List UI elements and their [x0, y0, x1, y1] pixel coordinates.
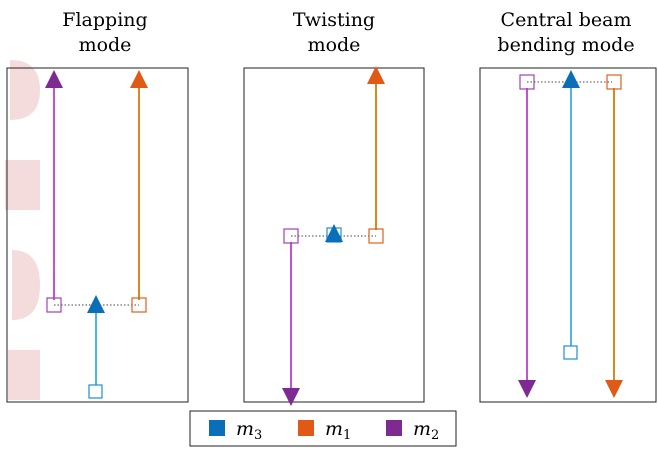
panel-1-frame: [6, 67, 189, 403]
legend-m3-label: m3: [236, 418, 262, 443]
panel-3-content: [518, 70, 623, 398]
panel-2-m3-arrowhead: [325, 224, 343, 242]
panel-3-m2-rest-marker: [519, 74, 535, 90]
panel-3-frame: [479, 67, 657, 403]
panel-1-m2-arrowhead: [45, 70, 63, 88]
legend-m1-label: m1: [325, 418, 351, 443]
panel-3-m3-rest-marker: [563, 345, 578, 360]
panel-1-m3-rest-marker: [88, 384, 103, 399]
legend: m3 m1 m2: [189, 410, 457, 447]
panel-1-title-line1: Flapping: [62, 9, 147, 31]
panel-3-m2-arrowhead: [518, 380, 536, 398]
panel-1-m3-arrowhead: [87, 295, 105, 313]
panel-2-content: [282, 66, 385, 406]
panel-2-frame: [243, 67, 425, 403]
panel-1-m1-arrowhead: [130, 70, 148, 88]
panel-2-m2-arrowhead: [282, 388, 300, 406]
panel-2-title-line2: mode: [308, 34, 361, 56]
panel-2-title-line1: Twisting: [293, 9, 375, 31]
panel-1-title-line2: mode: [79, 34, 132, 56]
panel-1-content: [45, 70, 148, 399]
legend-m1-swatch: [298, 420, 314, 436]
panel-2-m2-rest-marker: [283, 228, 299, 244]
panel-1-m2-rest-marker: [46, 297, 62, 313]
panel-1-m1-rest-marker: [131, 297, 147, 313]
panel-2-m1-arrowhead: [367, 66, 385, 84]
panel-3-title-line1: Central beam: [501, 9, 632, 31]
watermark-letters: [0, 40, 40, 440]
panel-2-m1-rest-marker: [368, 228, 384, 244]
panel-3-title-line2: bending mode: [497, 34, 634, 56]
panel-3-m1-rest-marker: [606, 74, 622, 90]
legend-m2-label: m2: [413, 418, 439, 443]
legend-m3-swatch: [209, 420, 225, 436]
legend-box: [189, 410, 457, 447]
panel-3-m1-arrowhead: [605, 380, 623, 398]
legend-m2-swatch: [386, 420, 402, 436]
panel-3-m3-arrowhead: [562, 70, 580, 88]
